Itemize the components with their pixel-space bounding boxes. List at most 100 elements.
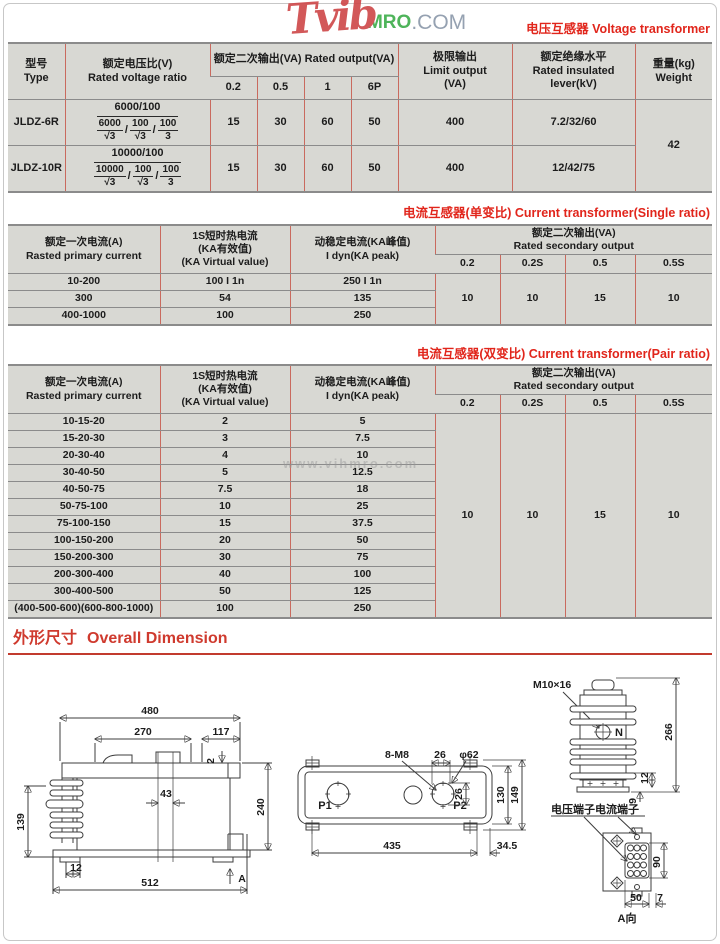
- accuracy-class-header: 0.2: [210, 76, 257, 100]
- cell: 12.5: [289, 464, 435, 482]
- dim-label: φ62: [459, 749, 478, 761]
- cell: 75: [289, 549, 435, 567]
- table-row: 300-400-500 50 125: [8, 583, 712, 601]
- col-header-type: 型号 Type: [8, 43, 65, 100]
- cell-output: 10: [434, 413, 500, 619]
- cell: 15: [159, 515, 290, 533]
- dim-label: 9: [627, 798, 639, 804]
- accuracy-class-header: 0.5S: [634, 254, 712, 274]
- dim-label: 240: [255, 798, 267, 816]
- dim-label: 117: [213, 726, 230, 738]
- cell: 18: [289, 481, 435, 499]
- col-header-insulation-level: 额定绝缘水平 Rated insulated lever(kV): [511, 43, 636, 100]
- section-title-ct-pair: 电流互感器(双变比) Current transformer(Pair rati…: [416, 347, 710, 361]
- cell: 75-100-150: [8, 515, 160, 533]
- cell-output: 10: [634, 273, 712, 326]
- cell: 300-400-500: [8, 583, 160, 601]
- cell: 20: [159, 532, 290, 550]
- col-header-thermal-current: 1S短时热电流 (KA有效值) (KA Virtual value): [159, 365, 290, 414]
- accuracy-class-header: 6P: [350, 76, 399, 100]
- accuracy-class-header: 0.2: [435, 254, 500, 274]
- cell: 300: [8, 290, 160, 308]
- table-row: 300 54 135: [8, 290, 712, 308]
- front-view-drawing: M10×16 N 266 12 9: [533, 678, 680, 804]
- col-header-dynamic-current: 动稳定电流(KA峰值) I dyn(KA peak): [289, 225, 435, 274]
- cell: 250: [289, 307, 435, 326]
- table-row: 75-100-150 15 37.5: [8, 515, 712, 533]
- cell-type: JLDZ-10R: [8, 145, 65, 193]
- top-view-drawing: P1 P2 8-M8 26 φ62 26 130 149 435: [297, 749, 526, 856]
- cell: 50: [350, 99, 399, 146]
- table-row: 400-1000 100 250: [8, 307, 712, 326]
- cell: 20-30-40: [8, 447, 160, 465]
- dim-label: 435: [383, 840, 401, 852]
- voltage-transformer-table: 型号 Type 额定电压比(V) Rated voltage ratio 额定二…: [8, 42, 713, 193]
- cell: 5: [159, 464, 290, 482]
- dim-label: 480: [141, 705, 159, 717]
- dim-label: 270: [134, 726, 152, 738]
- table-row: 10-200 100 I 1n 250 I 1n 10 10 15 10: [8, 273, 712, 326]
- cell: 30: [256, 145, 304, 193]
- terminal-view-drawing: 电压端子电流端子 90 50 7 A向: [551, 802, 668, 925]
- cell: 50: [289, 532, 435, 550]
- dim-label: 26: [434, 749, 446, 761]
- table-row: JLDZ-10R 10000/100 10000 √3 / 100 √3 / 100…: [8, 145, 712, 193]
- dim-label: 139: [15, 813, 27, 831]
- col-header-rated-voltage-ratio: 额定电压比(V) Rated voltage ratio: [64, 43, 210, 100]
- cell: 135: [289, 290, 435, 308]
- table-row: JLDZ-6R 6000/100 6000 √3 / 100 √3 / 100 3 1…: [8, 99, 713, 193]
- cell: 2: [159, 413, 290, 431]
- cell-output: 10: [499, 273, 565, 326]
- dim-label: 149: [509, 786, 521, 804]
- logo-script-text: Tvib: [284, 0, 377, 45]
- table-row: (400-500-600)(600-800-1000) 100 250: [8, 600, 712, 619]
- cell-limit: 400: [397, 145, 513, 193]
- table-row: 50-75-100 10 25: [8, 498, 712, 516]
- table-row: 200-300-400 40 100: [8, 566, 712, 584]
- ct-single-ratio-table: 额定一次电流(A) Rasted primary current 1S短时热电流(…: [8, 224, 712, 326]
- brand-watermark-logo: Tvib MRO .COM: [284, 0, 467, 45]
- cell-type: JLDZ-6R: [8, 99, 65, 146]
- cell: 15-20-30: [8, 430, 160, 448]
- dim-label: 8-M8: [385, 749, 409, 761]
- section-divider-rule: [8, 653, 712, 655]
- cell: 30: [256, 99, 304, 146]
- cell: 40-50-75: [8, 481, 160, 499]
- col-header-rated-output: 额定二次输出(VA) Rated output(VA): [209, 43, 399, 77]
- cell-output: 10: [434, 273, 500, 326]
- col-header-dynamic-current: 动稳定电流(KA峰值) I dyn(KA peak): [289, 365, 435, 414]
- cell: 100: [159, 600, 290, 619]
- cell-ratio: 10000/100 10000 √3 / 100 √3 / 100 3: [64, 145, 210, 193]
- logo-com-text: .COM: [411, 11, 467, 34]
- cell: 100: [159, 307, 290, 326]
- cell-output: 10: [499, 413, 565, 619]
- accuracy-class-header: 1: [303, 76, 351, 100]
- cell: 60: [303, 99, 351, 146]
- terminal-label: P2: [453, 800, 466, 812]
- cell: 10-15-20: [8, 413, 160, 431]
- col-header-primary-current: 额定一次电流(A) Rasted primary current: [8, 365, 160, 414]
- cell: 54: [159, 290, 290, 308]
- dim-label: 12: [639, 772, 651, 784]
- cell: 15: [209, 99, 257, 146]
- cell-output: 15: [564, 273, 635, 326]
- dim-label: 43: [160, 788, 172, 800]
- cell: 50: [350, 145, 399, 193]
- overall-dimension-heading: 外形尺寸 Overall Dimension: [13, 630, 228, 647]
- cell: 25: [289, 498, 435, 516]
- cell: 50: [159, 583, 290, 601]
- dim-label: 266: [663, 723, 675, 741]
- cell: 10: [159, 498, 290, 516]
- accuracy-class-header: 0.5S: [634, 394, 712, 414]
- cell: 7.5: [289, 430, 435, 448]
- logo-mro-text: MRO: [366, 12, 412, 33]
- cell: 37.5: [289, 515, 435, 533]
- cell: 250 I 1n: [289, 273, 435, 291]
- cell: 3: [159, 430, 290, 448]
- col-header-secondary-output: 额定二次输出(VA) Rated secondary output: [434, 225, 712, 255]
- cell: 4: [159, 447, 290, 465]
- dim-label: 2: [205, 758, 217, 764]
- cell: 7.5: [159, 481, 290, 499]
- terminal-label: P1: [318, 800, 331, 812]
